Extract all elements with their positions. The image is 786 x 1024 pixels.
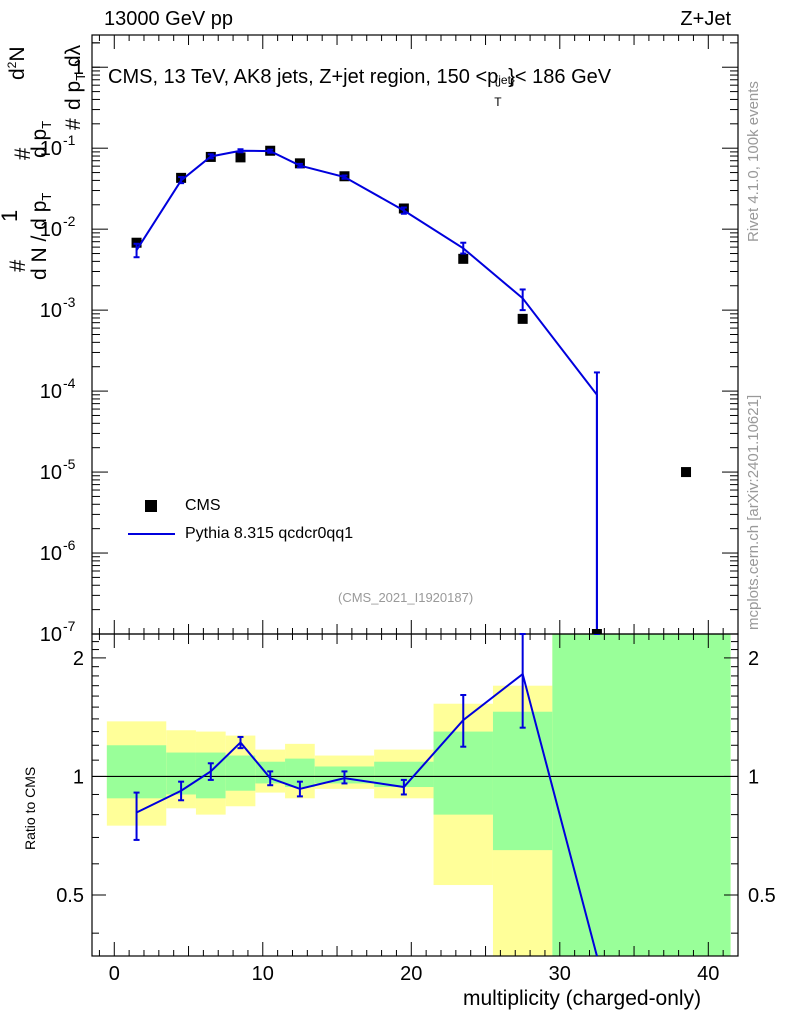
ratio-band-green-3	[225, 755, 256, 791]
cms-data-point	[131, 237, 142, 248]
main-title-sup: {jet}	[494, 73, 515, 87]
main-y-tick-label: 10	[40, 543, 62, 565]
main-y-tick-exponent: -1	[63, 132, 76, 148]
cms-data-point	[235, 152, 246, 163]
ratio-plot-frame	[91, 633, 739, 957]
ratio-y-tick-label: 2	[73, 648, 84, 670]
ratio-band-green-10	[552, 634, 731, 956]
analysis-watermark: (CMS_2021_I1920187)	[338, 590, 474, 605]
x-tick-label: 40	[697, 963, 719, 985]
x-tick-label: 0	[109, 963, 120, 985]
main-y-tick-label: 10	[40, 462, 62, 484]
main-y-tick-exponent: -6	[63, 537, 76, 553]
ratio-y-tick-label: 0.5	[56, 885, 84, 907]
main-y-tick-label: 10	[40, 624, 62, 646]
x-tick-label: 20	[400, 963, 422, 985]
legend-cms-marker	[145, 500, 157, 512]
rivet-label: Rivet 4.1.0, 100k events	[745, 81, 762, 242]
main-y-tick-exponent: -5	[63, 456, 76, 472]
cms-data-point	[517, 313, 528, 324]
main-title-tail: }< 186 GeV	[508, 66, 612, 88]
legend-label-cms: CMS	[185, 497, 221, 514]
x-tick-label: 10	[252, 963, 274, 985]
process-label: Z+Jet	[680, 8, 731, 30]
ratio-y-tick-label: 1	[73, 766, 84, 788]
main-title-lead: CMS, 13 TeV, AK8 jets, Z+jet region, 150…	[108, 66, 499, 88]
main-y-tick-label: 10	[40, 219, 62, 241]
cms-data-point	[681, 467, 692, 478]
cms-data-point	[458, 253, 469, 264]
ratio-y-tick-label-right: 0.5	[748, 885, 776, 907]
ratio-band-green-9	[492, 711, 553, 851]
ratio-band-green-0	[106, 745, 167, 799]
main-y-tick-label: 10	[40, 381, 62, 403]
mcplots-label: mcplots.cern.ch [arXiv:2401.10621]	[745, 394, 762, 630]
pythia-line	[135, 149, 598, 634]
main-y-tick-exponent: -3	[63, 294, 76, 310]
main-y-tick-exponent: -4	[63, 375, 76, 391]
ratio-y-tick-label-right: 1	[748, 766, 759, 788]
cms-data-point-clipped	[591, 629, 602, 634]
ratio-y-tick-label-right: 2	[748, 648, 759, 670]
main-plot-frame	[91, 34, 739, 635]
energy-label: 13000 GeV pp	[104, 8, 233, 30]
main-title: CMS, 13 TeV, AK8 jets, Z+jet region, 150…	[108, 66, 612, 109]
x-axis-label: multiplicity (charged-only)	[463, 987, 702, 1010]
main-y-tick-exponent: -7	[63, 618, 76, 634]
main-title-sub: T	[494, 95, 502, 109]
legend-label-pythia: Pythia 8.315 qcdcr0qq1	[185, 525, 354, 542]
main-y-tick-label: 10	[40, 300, 62, 322]
ratio-y-axis-label: Ratio to CMS	[22, 766, 38, 850]
x-tick-label: 30	[549, 963, 571, 985]
main-y-tick-exponent: -2	[63, 213, 76, 229]
main-y-tick-label: 10	[40, 138, 62, 160]
main-y-tick-label: 1	[73, 57, 84, 79]
